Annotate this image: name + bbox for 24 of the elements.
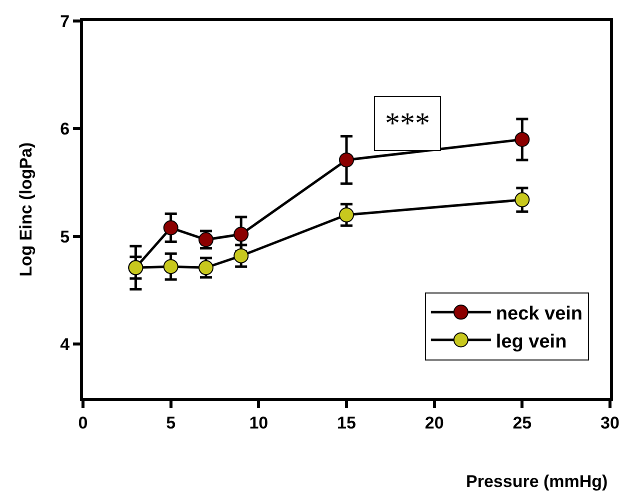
y-tick-label: 7 xyxy=(60,12,70,31)
x-tick-label: 15 xyxy=(337,413,356,432)
x-tick-label: 10 xyxy=(249,413,268,432)
x-tick-label: 30 xyxy=(600,413,620,432)
x-tick-label: 5 xyxy=(166,413,176,432)
point xyxy=(339,152,354,168)
point xyxy=(234,248,249,264)
x-tick-label: 20 xyxy=(424,413,444,432)
x-tick-label: 25 xyxy=(512,413,532,432)
annotation: *** xyxy=(385,107,430,140)
point xyxy=(514,132,530,147)
y-axis-title: Log Einc (logPa) xyxy=(16,142,36,276)
point xyxy=(163,259,178,274)
y-tick-label: 5 xyxy=(60,227,70,246)
point xyxy=(514,192,530,208)
x-tick-label: 0 xyxy=(78,413,88,432)
point xyxy=(163,220,178,236)
point xyxy=(339,207,354,222)
point xyxy=(234,226,249,242)
legend-label: neck vein xyxy=(496,304,583,325)
y-tick-label: 6 xyxy=(60,120,70,139)
y-tick-label: 4 xyxy=(60,335,70,354)
legend-label: leg vein xyxy=(496,331,567,352)
x-axis-title: Pressure (mmHg) xyxy=(466,472,608,491)
